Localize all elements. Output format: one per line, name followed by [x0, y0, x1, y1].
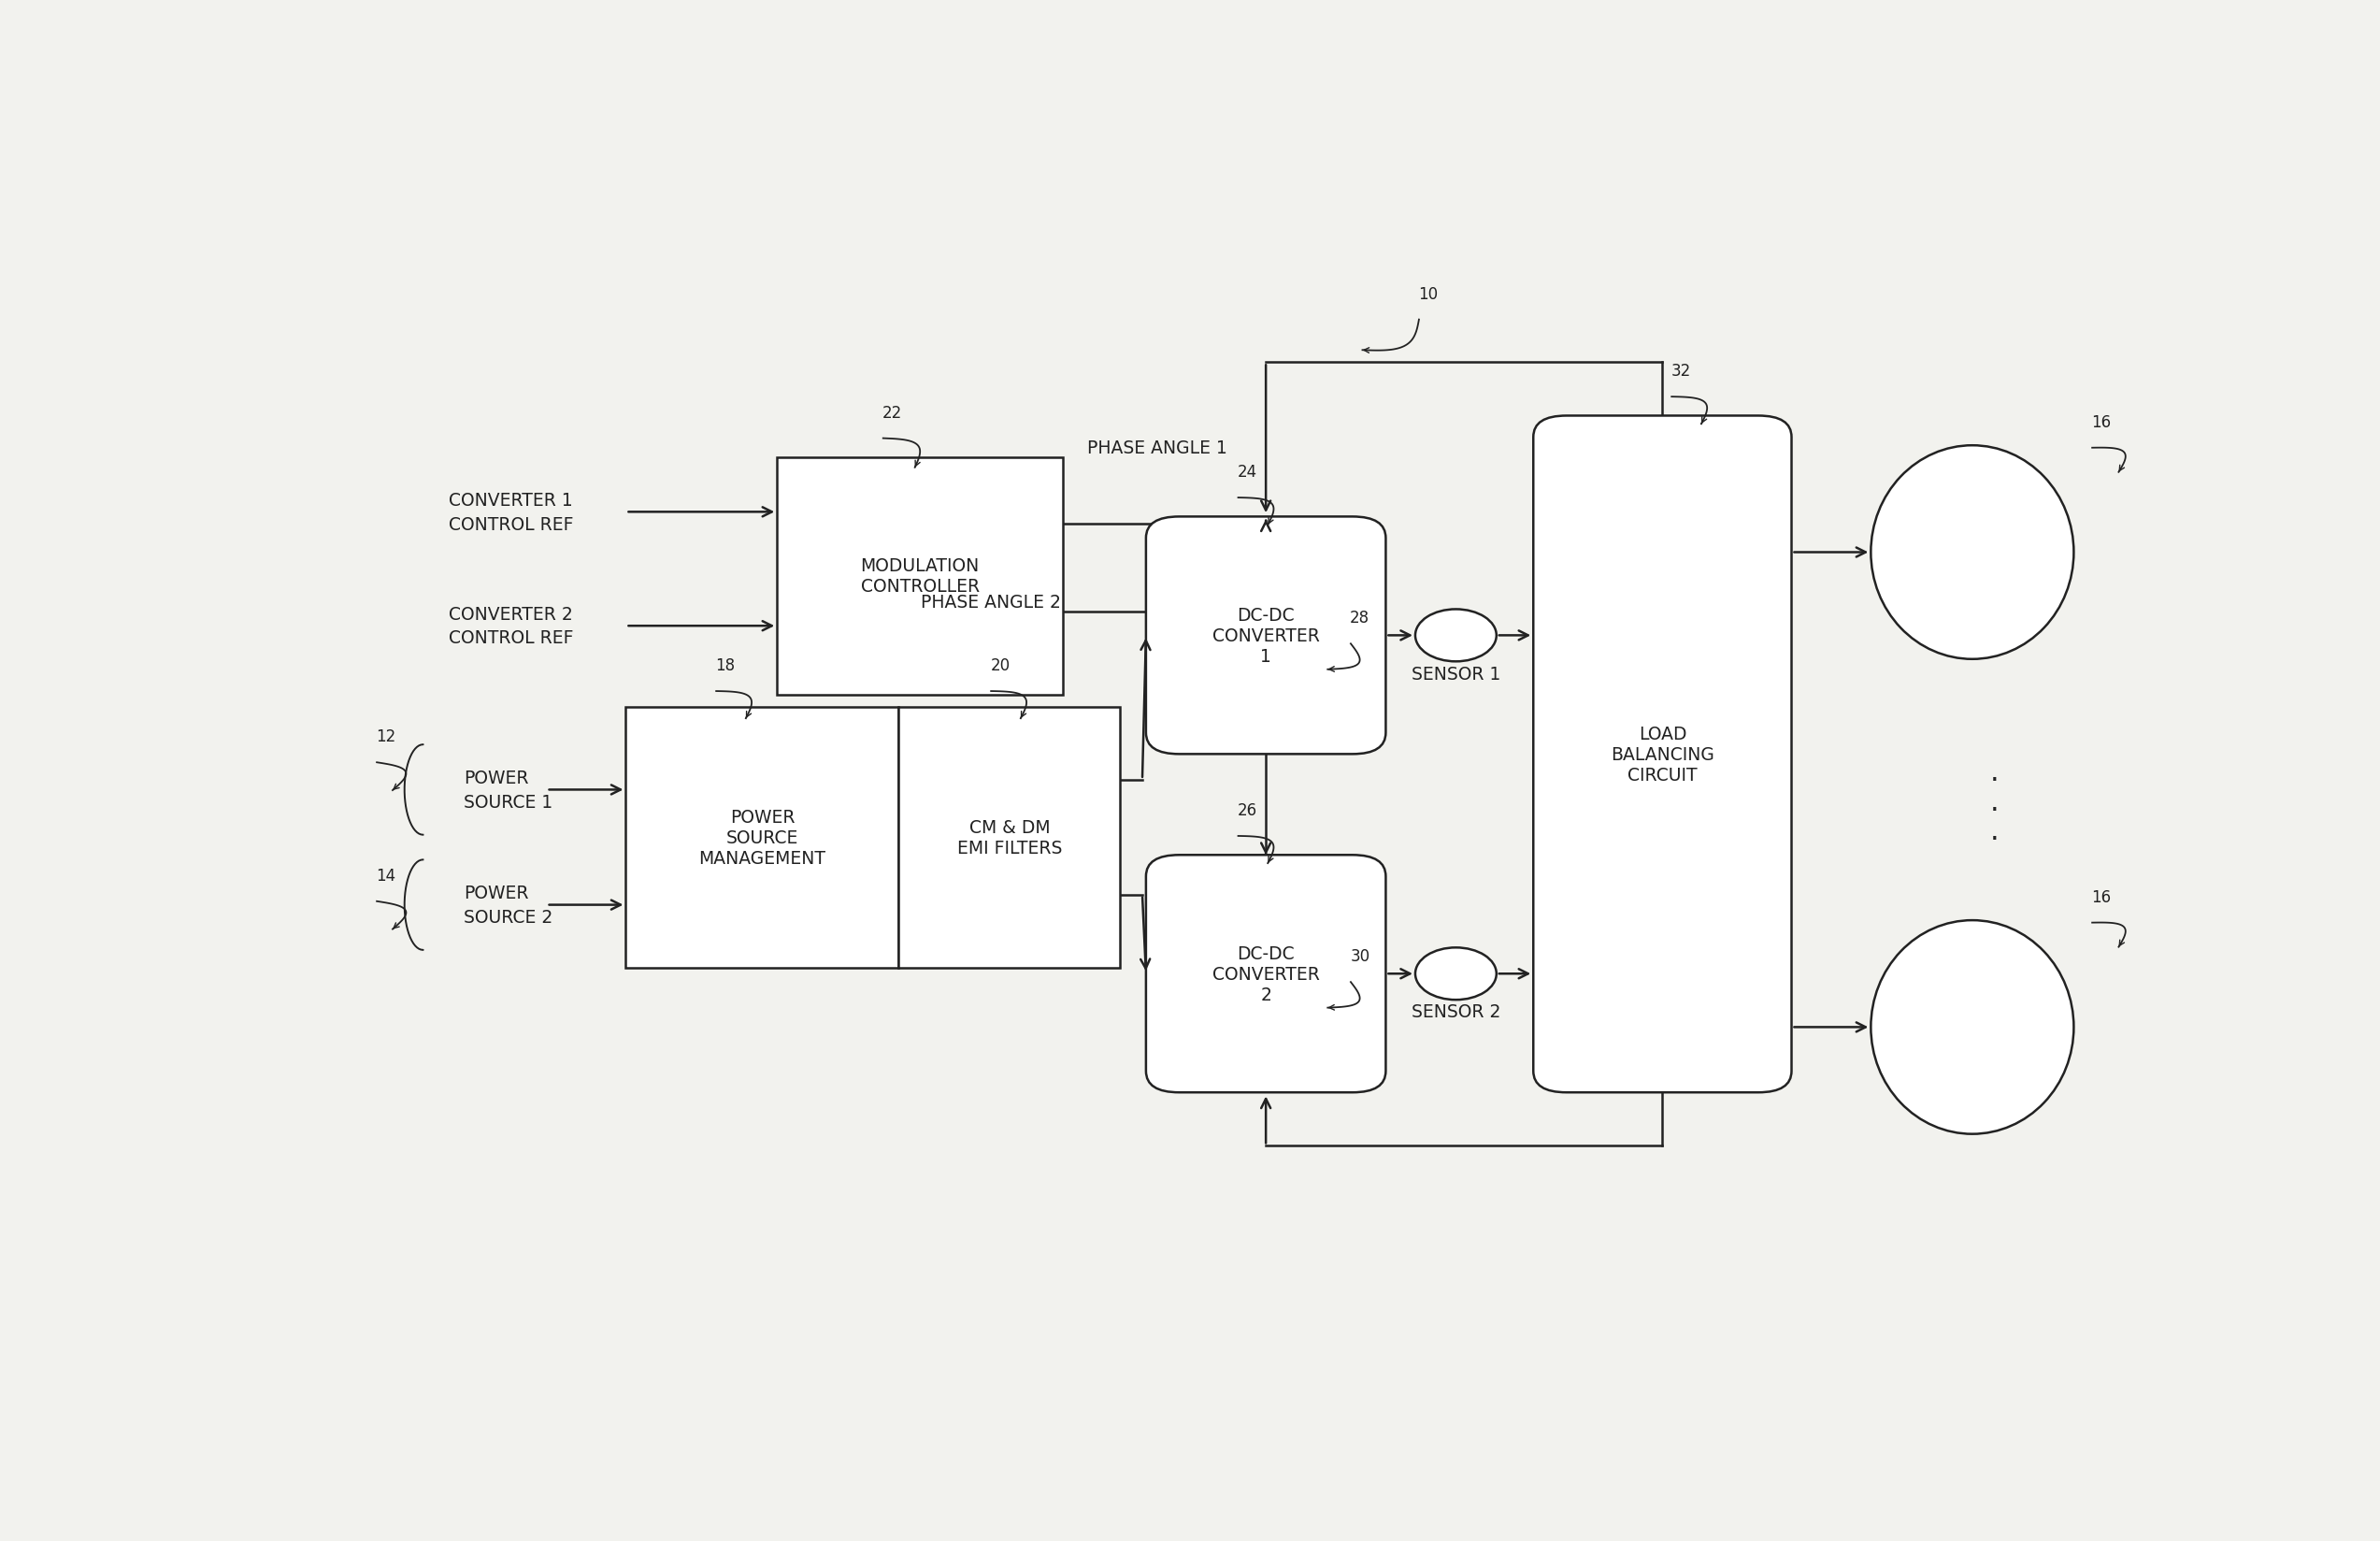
Text: 20: 20 [990, 656, 1009, 673]
Text: POWER: POWER [464, 885, 528, 901]
Text: CONTROL REF: CONTROL REF [450, 515, 574, 533]
Text: CM & DM
EMI FILTERS: CM & DM EMI FILTERS [957, 818, 1061, 857]
Bar [900, 707, 1121, 968]
Ellipse shape [1871, 445, 2073, 660]
Text: 10: 10 [1418, 285, 1438, 302]
Text: PHASE ANGLE 2: PHASE ANGLE 2 [921, 593, 1061, 612]
FancyBboxPatch shape [1147, 855, 1385, 1093]
Bar [626, 707, 900, 968]
Text: POWER: POWER [464, 769, 528, 787]
Text: 24: 24 [1238, 464, 1257, 481]
FancyBboxPatch shape [1533, 416, 1792, 1093]
Circle shape [1416, 948, 1497, 1000]
Text: 26: 26 [1238, 801, 1257, 818]
Text: SOURCE 1: SOURCE 1 [464, 794, 552, 811]
Text: 16: 16 [2092, 415, 2111, 430]
Text: LOAD
BALANCING
CIRCUIT: LOAD BALANCING CIRCUIT [1611, 724, 1714, 784]
Text: 30: 30 [1349, 948, 1371, 965]
Bar [776, 458, 1064, 695]
Text: SENSOR 2: SENSOR 2 [1411, 1003, 1499, 1020]
Text: PHASE ANGLE 1: PHASE ANGLE 1 [1088, 439, 1228, 458]
Text: CONVERTER 1: CONVERTER 1 [450, 492, 574, 510]
Text: DC-DC
CONVERTER
1: DC-DC CONVERTER 1 [1211, 606, 1319, 666]
Text: MODULATION
CONTROLLER: MODULATION CONTROLLER [862, 558, 981, 596]
Text: 14: 14 [376, 868, 395, 885]
Ellipse shape [1871, 920, 2073, 1134]
Text: .: . [1990, 758, 1999, 786]
Text: POWER
SOURCE
MANAGEMENT: POWER SOURCE MANAGEMENT [700, 807, 826, 868]
Text: 28: 28 [1349, 610, 1371, 627]
Text: SENSOR 1: SENSOR 1 [1411, 664, 1499, 683]
Text: .: . [1990, 789, 1999, 815]
Text: CONVERTER 2: CONVERTER 2 [450, 606, 574, 624]
Text: 18: 18 [716, 656, 735, 673]
Text: SOURCE 2: SOURCE 2 [464, 908, 552, 926]
Text: 16: 16 [2092, 889, 2111, 905]
Text: 12: 12 [376, 729, 395, 746]
Text: 22: 22 [883, 404, 902, 421]
Text: LOAD
M: LOAD M [1949, 1008, 1997, 1046]
Circle shape [1416, 610, 1497, 663]
Text: LOAD
1: LOAD 1 [1949, 533, 1997, 572]
Text: 32: 32 [1671, 362, 1690, 379]
Text: DC-DC
CONVERTER
2: DC-DC CONVERTER 2 [1211, 945, 1319, 1003]
Text: .: . [1990, 818, 1999, 844]
FancyBboxPatch shape [1147, 518, 1385, 755]
Text: CONTROL REF: CONTROL REF [450, 629, 574, 647]
